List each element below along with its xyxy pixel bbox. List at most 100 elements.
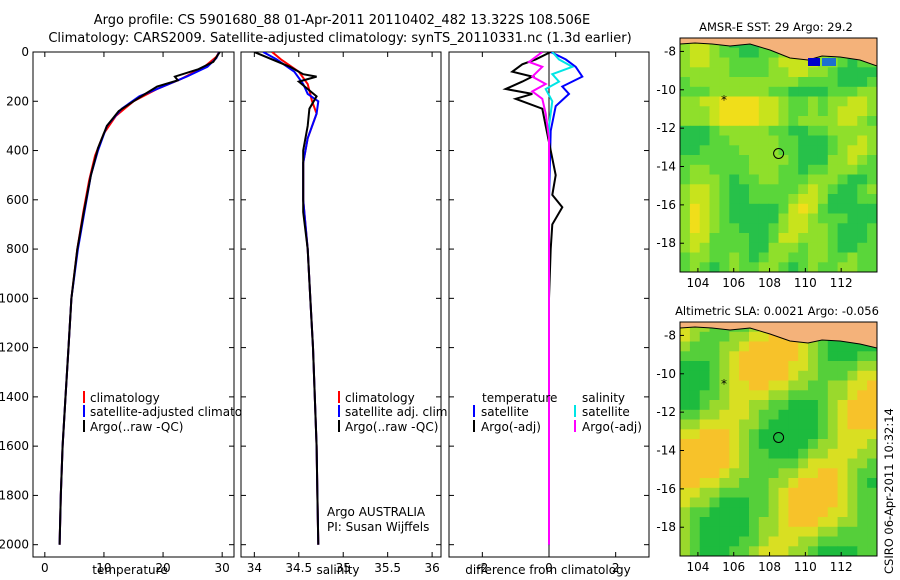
map-cell bbox=[768, 106, 779, 117]
map-cell bbox=[739, 497, 750, 508]
legend-title-temperature: temperature bbox=[482, 391, 557, 405]
map-cell bbox=[729, 86, 740, 98]
y-tick-label: 1200 bbox=[0, 341, 29, 355]
map-cell bbox=[798, 380, 809, 391]
map-cell bbox=[689, 145, 701, 156]
map-cell bbox=[847, 135, 858, 146]
map-cell bbox=[719, 125, 730, 137]
map-cell bbox=[709, 116, 720, 127]
map-cell bbox=[857, 242, 868, 254]
map-cell bbox=[729, 419, 740, 430]
map-cell bbox=[729, 106, 740, 117]
map-cell bbox=[847, 351, 858, 362]
map-cell bbox=[817, 507, 829, 518]
map-cell bbox=[827, 400, 839, 411]
map-cell bbox=[837, 223, 848, 234]
map-cell bbox=[709, 400, 720, 411]
map-cell bbox=[857, 536, 868, 547]
map-cell bbox=[788, 174, 799, 185]
map-cell bbox=[768, 361, 779, 372]
map-cell bbox=[689, 184, 701, 195]
map-cell bbox=[778, 419, 789, 430]
map-cell bbox=[709, 213, 720, 224]
map-cell bbox=[867, 194, 877, 205]
map-cell bbox=[867, 448, 877, 460]
salinity-axis-ticks: 34 34.5 35 35.5 36 bbox=[241, 51, 441, 575]
map-cell bbox=[689, 517, 701, 528]
map-cell bbox=[749, 487, 760, 499]
map-cell bbox=[719, 468, 730, 479]
map-cell bbox=[689, 242, 701, 254]
map-cell bbox=[798, 233, 809, 244]
map-cell bbox=[699, 497, 711, 508]
map-cell bbox=[827, 507, 839, 518]
sla-map-frame bbox=[679, 321, 878, 557]
map-cell bbox=[768, 86, 779, 98]
map-cell bbox=[768, 487, 779, 499]
x-tick-label: 10 bbox=[96, 561, 111, 575]
map-cell bbox=[749, 361, 760, 372]
map-cell bbox=[827, 361, 839, 372]
y-tick-label: 1800 bbox=[0, 488, 29, 502]
map-cell bbox=[689, 380, 701, 391]
map-cell bbox=[817, 184, 829, 195]
map-cell bbox=[699, 194, 711, 205]
map-cell bbox=[749, 116, 760, 127]
map-cell bbox=[867, 67, 877, 78]
map-cell bbox=[729, 468, 740, 479]
map-cell bbox=[699, 370, 711, 382]
map-cell bbox=[827, 174, 839, 185]
map-cell bbox=[768, 439, 779, 450]
map-cell bbox=[758, 390, 770, 401]
map-cell bbox=[788, 194, 799, 205]
map-cell bbox=[739, 242, 750, 254]
map-cell bbox=[867, 351, 877, 362]
map-cell bbox=[699, 86, 711, 98]
map-cell bbox=[798, 223, 809, 234]
map-cell bbox=[729, 390, 740, 401]
map-cell bbox=[729, 341, 740, 352]
map-cell bbox=[699, 400, 711, 411]
map-cell bbox=[719, 487, 730, 499]
map-cell bbox=[689, 361, 701, 372]
map-cell bbox=[837, 380, 848, 391]
map-cell bbox=[857, 468, 868, 479]
map-cell bbox=[867, 536, 877, 547]
map-cell bbox=[709, 174, 720, 185]
map-cell bbox=[680, 341, 691, 352]
map-cell bbox=[798, 370, 809, 382]
map-cell bbox=[817, 517, 829, 528]
map-cell bbox=[709, 77, 720, 88]
map-cell bbox=[817, 262, 829, 272]
map-cell bbox=[847, 125, 858, 137]
map-cell bbox=[749, 536, 760, 547]
y-tick-label: 800 bbox=[6, 242, 29, 256]
map-cell bbox=[788, 526, 799, 538]
map-cell bbox=[699, 57, 711, 68]
map-cell bbox=[699, 341, 711, 352]
map-cell bbox=[768, 419, 779, 430]
map-cell bbox=[768, 96, 779, 107]
map-cell bbox=[817, 341, 829, 352]
map-cell bbox=[729, 380, 740, 391]
map-cell bbox=[709, 458, 720, 469]
map-cell bbox=[739, 517, 750, 528]
map-cell bbox=[709, 164, 720, 176]
map-cell bbox=[837, 233, 848, 244]
map-cell bbox=[689, 546, 701, 556]
map-cell bbox=[817, 174, 829, 185]
map-cell bbox=[709, 262, 720, 272]
map-cell bbox=[729, 252, 740, 263]
map-cell bbox=[857, 57, 868, 68]
map-cell bbox=[680, 86, 691, 98]
map-cell bbox=[827, 487, 839, 499]
map-cell bbox=[680, 223, 691, 234]
map-cell bbox=[699, 331, 711, 343]
map-cell bbox=[758, 429, 770, 440]
map-cell bbox=[847, 409, 858, 421]
map-cell bbox=[867, 370, 877, 382]
map-cell bbox=[768, 184, 779, 195]
map-cell bbox=[788, 67, 799, 78]
map-cell bbox=[719, 458, 730, 469]
map-cell bbox=[719, 203, 730, 215]
